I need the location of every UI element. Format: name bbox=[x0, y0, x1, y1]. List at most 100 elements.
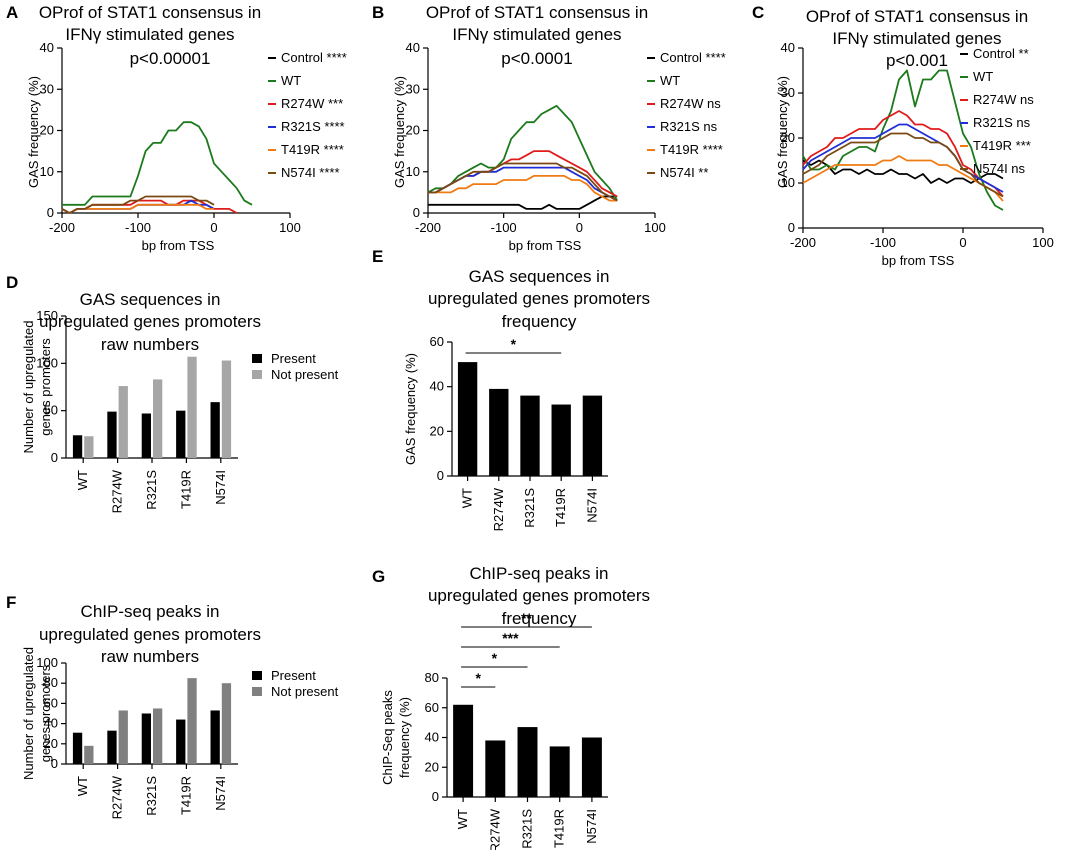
legend-entry: Present bbox=[271, 668, 316, 683]
bar-present bbox=[107, 730, 117, 764]
bar-present bbox=[72, 435, 83, 458]
bar bbox=[551, 404, 571, 476]
panel-d: D GAS sequences in upregulated genes promo… bbox=[6, 273, 339, 513]
legend-entry: Not present bbox=[271, 684, 339, 699]
x-tick-label: R321S bbox=[522, 488, 537, 528]
legend-entry: Control **** bbox=[660, 50, 726, 65]
y-tick-label: 60 bbox=[44, 695, 58, 710]
y-tick-label: 60 bbox=[425, 700, 439, 715]
y-axis-label: GAS frequency (%) bbox=[775, 76, 790, 188]
legend-entry: T419R **** bbox=[281, 142, 344, 157]
y-tick-label: 0 bbox=[788, 220, 795, 235]
x-axis-label: bp from TSS bbox=[509, 238, 582, 253]
legend-swatch bbox=[252, 671, 262, 680]
y-axis-label: genes promoters bbox=[38, 664, 53, 762]
y-tick-label: 30 bbox=[781, 85, 795, 100]
panel-label: F bbox=[6, 593, 16, 612]
x-tick-label: WT bbox=[460, 488, 475, 508]
x-tick-label: R274W bbox=[110, 775, 125, 819]
y-tick-label: 0 bbox=[437, 468, 444, 483]
y-axis-label: GAS frequency (%) bbox=[392, 76, 407, 188]
y-tick-label: 100 bbox=[36, 655, 58, 670]
y-tick-label: 20 bbox=[406, 123, 420, 138]
p-value: p<0.00001 bbox=[130, 49, 211, 68]
legend-entry: Control ** bbox=[973, 46, 1029, 61]
legend-entry: N574I **** bbox=[281, 165, 340, 180]
panel-c: C OProf of STAT1 consensus in IFNγ stimula… bbox=[752, 3, 1054, 268]
chart-title: OProf of STAT1 consensus in bbox=[806, 7, 1028, 26]
y-tick-label: 10 bbox=[40, 164, 54, 179]
y-tick-label: 0 bbox=[413, 205, 420, 220]
legend-entry: R321S ns bbox=[973, 115, 1031, 130]
legend-entry: WT bbox=[281, 73, 301, 88]
x-tick-label: WT bbox=[75, 776, 90, 796]
y-tick-label: 20 bbox=[44, 736, 58, 751]
y-axis-label: GAS frequency (%) bbox=[403, 353, 418, 465]
significance-label: * bbox=[511, 336, 517, 352]
legend-swatch bbox=[252, 354, 262, 363]
y-axis-label: genes promoters bbox=[38, 338, 53, 436]
y-tick-label: 10 bbox=[406, 164, 420, 179]
y-axis-label: GAS frequency (%) bbox=[26, 76, 41, 188]
y-tick-label: 20 bbox=[781, 130, 795, 145]
x-tick-label: 0 bbox=[576, 220, 583, 235]
x-tick-label: R321S bbox=[144, 470, 159, 510]
x-tick-label: 100 bbox=[279, 220, 301, 235]
legend-entry: Control **** bbox=[281, 50, 347, 65]
chart-title: upregulated genes promoters bbox=[428, 586, 650, 605]
y-tick-label: 0 bbox=[47, 205, 54, 220]
panel-a: A OProf of STAT1 consensus in IFNγ stimula… bbox=[6, 3, 347, 253]
p-value: p<0.001 bbox=[886, 51, 948, 70]
bar bbox=[453, 704, 474, 797]
y-tick-label: 0 bbox=[51, 450, 58, 465]
y-tick-label: 40 bbox=[44, 716, 58, 731]
series-line-n574i bbox=[428, 162, 618, 202]
panel-g: G ChIP-seq peaks in upregulated genes prom… bbox=[372, 564, 650, 850]
x-tick-label: R274W bbox=[110, 469, 125, 513]
bar-not-present bbox=[153, 708, 163, 764]
chart-title: ChIP-seq peaks in bbox=[81, 602, 220, 621]
y-tick-label: 20 bbox=[430, 423, 444, 438]
chart-title: IFNγ stimulated genes bbox=[452, 25, 621, 44]
bar-present bbox=[210, 710, 220, 764]
chart-title: OProf of STAT1 consensus in bbox=[39, 3, 261, 22]
chart-title: raw numbers bbox=[101, 647, 199, 666]
series-line-t419r bbox=[802, 155, 1004, 202]
legend-entry: R321S **** bbox=[281, 119, 345, 134]
y-tick-label: 40 bbox=[40, 40, 54, 55]
series-line-wt bbox=[62, 121, 253, 206]
series-line-r274w bbox=[802, 110, 1004, 198]
chart-title: ChIP-seq peaks in bbox=[470, 564, 609, 583]
chart-title: upregulated genes promoters bbox=[428, 289, 650, 308]
bar bbox=[549, 746, 570, 797]
bar-present bbox=[141, 713, 151, 764]
y-tick-label: 0 bbox=[51, 756, 58, 771]
y-axis-label: frequency (%) bbox=[397, 697, 412, 778]
bar-present bbox=[107, 411, 117, 458]
legend-swatch bbox=[252, 370, 262, 379]
legend-entry: WT bbox=[660, 73, 680, 88]
x-tick-label: -200 bbox=[415, 220, 441, 235]
x-tick-label: 0 bbox=[959, 235, 966, 250]
x-tick-label: 0 bbox=[210, 220, 217, 235]
chart-title: GAS sequences in bbox=[80, 290, 221, 309]
x-axis-label: bp from TSS bbox=[882, 253, 955, 268]
bar-not-present bbox=[221, 360, 232, 458]
x-tick-label: R321S bbox=[520, 809, 535, 849]
y-tick-label: 40 bbox=[425, 730, 439, 745]
x-tick-label: 100 bbox=[1032, 235, 1054, 250]
y-axis-label: Number of upregulated bbox=[21, 647, 36, 780]
x-tick-label: T419R bbox=[178, 470, 193, 509]
bar-present bbox=[176, 719, 186, 764]
series-line-t419r bbox=[428, 174, 618, 202]
series-line-wt bbox=[427, 104, 618, 202]
y-tick-label: 20 bbox=[40, 123, 54, 138]
series-line-control bbox=[802, 159, 1004, 184]
y-tick-label: 40 bbox=[406, 40, 420, 55]
p-value: p<0.0001 bbox=[501, 49, 572, 68]
bar bbox=[520, 395, 540, 476]
chart-title: IFNγ stimulated genes bbox=[65, 25, 234, 44]
panel-e: E GAS sequences in upregulated genes promo… bbox=[372, 247, 650, 531]
panel-label: A bbox=[6, 3, 18, 22]
y-tick-label: 40 bbox=[430, 379, 444, 394]
